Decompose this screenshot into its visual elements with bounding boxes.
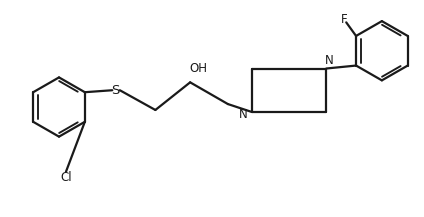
- Text: S: S: [112, 84, 120, 97]
- Text: OH: OH: [189, 62, 207, 75]
- Text: N: N: [238, 108, 247, 122]
- Text: Cl: Cl: [60, 171, 72, 184]
- Text: N: N: [325, 54, 334, 67]
- Text: F: F: [341, 13, 347, 26]
